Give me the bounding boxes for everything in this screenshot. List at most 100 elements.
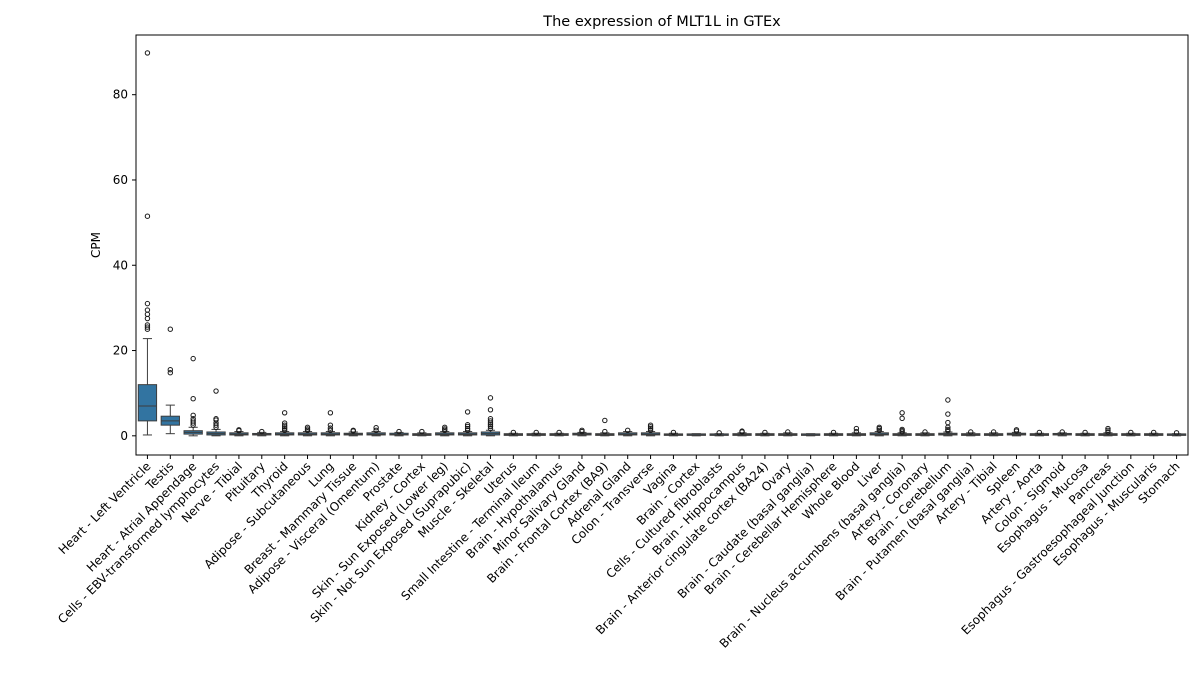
box-18 [549, 429, 569, 437]
outlier-point [945, 411, 951, 417]
box-16 [503, 429, 523, 437]
box-29 [801, 433, 821, 437]
outlier-point [716, 430, 722, 436]
outlier-point [899, 415, 905, 422]
outlier-point [487, 395, 494, 401]
outlier-point [281, 422, 288, 428]
box-10 [366, 425, 386, 437]
outlier-point [144, 307, 151, 313]
outlier-point [281, 424, 288, 430]
outlier-point [144, 315, 151, 322]
outlier-point [464, 409, 471, 415]
outlier-point [876, 427, 882, 433]
outlier-point [327, 410, 334, 416]
outlier-point [373, 427, 379, 433]
box-6 [275, 410, 295, 437]
outlier-point [1150, 429, 1157, 436]
y-tick-label: 0 [120, 429, 128, 443]
box-32 [869, 424, 889, 437]
y-tick-label: 80 [113, 88, 128, 102]
outlier-point [602, 428, 608, 435]
outlier-point [624, 427, 631, 433]
outlier-point [1173, 430, 1180, 436]
outlier-point [579, 427, 585, 433]
box-26 [732, 428, 752, 437]
outlier-point [144, 311, 151, 317]
box-iqr [137, 384, 158, 422]
box-12 [412, 428, 432, 437]
outlier-point [190, 396, 196, 402]
box-7 [297, 424, 318, 437]
box-1 [160, 326, 180, 435]
box-25 [709, 430, 729, 437]
box-9 [343, 427, 363, 437]
outlier-point [830, 429, 837, 436]
outlier-point [350, 427, 356, 433]
box-40 [1052, 429, 1072, 437]
box-17 [526, 429, 546, 437]
box-15 [480, 395, 501, 437]
outlier-point [1059, 429, 1065, 435]
x-tick-label: Cells - EBV-transformed lymphocytes [55, 459, 222, 626]
outlier-point [213, 388, 219, 394]
outlier-point [144, 322, 151, 328]
box-43 [1121, 429, 1141, 437]
box-5 [252, 428, 272, 437]
y-tick-label: 60 [113, 173, 128, 187]
box-38 [1006, 427, 1027, 437]
outlier-point [990, 429, 997, 435]
box-21 [618, 427, 638, 437]
outlier-point [853, 428, 860, 435]
box-23 [663, 429, 684, 437]
outlier-point [442, 426, 448, 432]
outlier-point [945, 426, 951, 433]
outlier-point [487, 416, 494, 422]
outlier-point [167, 367, 174, 373]
outlier-point [876, 424, 882, 430]
outlier-point [373, 425, 379, 431]
outlier-point [190, 355, 196, 362]
outlier-point [968, 429, 974, 435]
outlier-point [190, 418, 196, 424]
box-19 [572, 427, 592, 437]
outlier-point [899, 410, 905, 416]
box-28 [778, 429, 798, 437]
outlier-point [1082, 429, 1088, 436]
outlier-point [739, 428, 745, 434]
y-axis-label: CPM [89, 232, 103, 258]
box-31 [846, 425, 867, 437]
outlier-point [144, 213, 151, 219]
box-4 [229, 427, 249, 437]
outlier-point [281, 420, 288, 426]
outlier-point [259, 428, 265, 435]
outlier-point [487, 423, 494, 430]
box-37 [983, 429, 1004, 437]
outlier-point [213, 416, 219, 422]
box-2 [183, 355, 203, 437]
outlier-point [487, 425, 494, 432]
box-20 [595, 417, 615, 437]
outlier-point [327, 425, 334, 431]
outlier-point [899, 426, 905, 433]
outlier-point [945, 397, 951, 403]
y-tick-label: 40 [113, 258, 128, 272]
outlier-point [304, 426, 311, 432]
outlier-point [487, 422, 494, 428]
outlier-point [327, 422, 334, 428]
outlier-point [647, 424, 654, 430]
chart-title: The expression of MLT1L in GTEx [542, 14, 781, 30]
outlier-point [670, 429, 677, 436]
outlier-point [510, 429, 517, 436]
outlier-point [647, 422, 654, 428]
box-8 [320, 410, 341, 437]
outlier-point [602, 417, 608, 424]
plot-area [137, 50, 1187, 437]
outlier-point [213, 422, 219, 428]
box-24 [686, 433, 706, 437]
box-13 [435, 424, 455, 437]
outlier-point [533, 429, 539, 436]
outlier-point [236, 427, 242, 433]
outlier-point [487, 407, 494, 413]
box-27 [755, 429, 775, 437]
